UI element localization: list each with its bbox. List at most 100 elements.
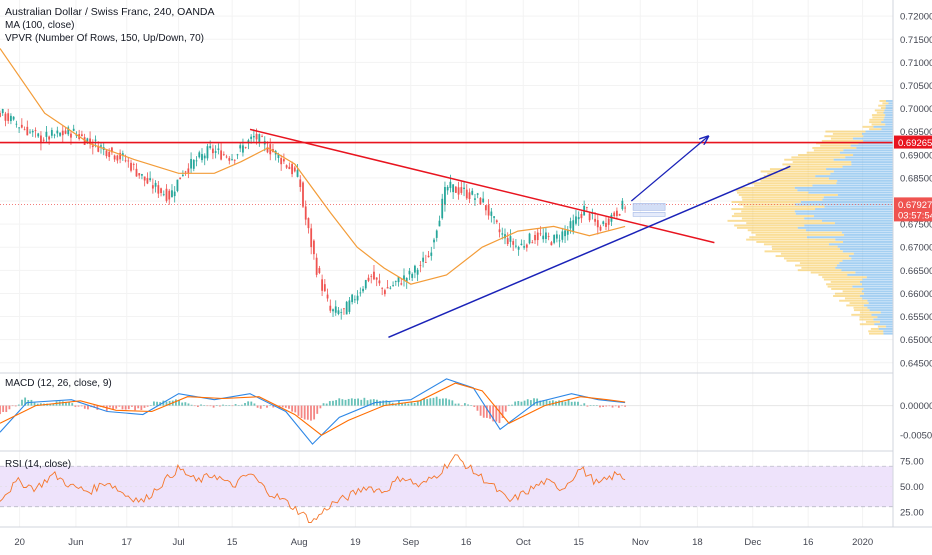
candle-body bbox=[332, 309, 334, 312]
macd-histogram-bar bbox=[561, 401, 564, 406]
volume-bar-up bbox=[841, 231, 893, 234]
volume-bar-up bbox=[871, 313, 893, 316]
candle-body bbox=[403, 275, 405, 280]
ascending-trendline bbox=[388, 165, 791, 339]
volume-bar-up bbox=[830, 172, 893, 175]
macd-histogram-bar bbox=[266, 405, 268, 408]
macd-histogram-bar bbox=[175, 399, 177, 406]
candle-body bbox=[616, 210, 618, 216]
candle-body bbox=[50, 130, 53, 136]
macd-histogram-bar bbox=[5, 405, 8, 413]
macd-histogram-bar bbox=[514, 401, 517, 406]
volume-bar-up bbox=[885, 100, 893, 102]
macd-histogram-bar bbox=[548, 400, 551, 406]
macd-histogram-bar bbox=[492, 405, 495, 422]
volume-bar-up bbox=[884, 116, 893, 119]
candle-body bbox=[138, 173, 141, 176]
candle-body bbox=[293, 167, 296, 172]
candle-body bbox=[72, 128, 75, 131]
volume-bar-up bbox=[847, 273, 893, 276]
candle-body bbox=[493, 216, 495, 218]
candle-body bbox=[618, 214, 621, 216]
macd-histogram bbox=[0, 396, 626, 424]
volume-bar-down bbox=[767, 172, 831, 175]
rsi-tick-label: 25.00 bbox=[900, 507, 924, 518]
candle-body bbox=[506, 238, 509, 245]
macd-histogram-bar bbox=[577, 401, 579, 406]
volume-bar-down bbox=[826, 283, 863, 286]
volume-bar-down bbox=[751, 231, 842, 234]
volume-bar-up bbox=[862, 283, 893, 286]
candle-body bbox=[255, 133, 258, 140]
macd-histogram-bar bbox=[416, 400, 419, 406]
volume-bar-down bbox=[786, 259, 843, 262]
projection-arrow bbox=[630, 136, 708, 202]
time-tick-label: Nov bbox=[632, 537, 649, 548]
macd-histogram-bar bbox=[17, 404, 20, 406]
volume-bar-down bbox=[763, 243, 829, 246]
candle-body bbox=[588, 213, 591, 221]
candle-body bbox=[452, 184, 455, 193]
macd-histogram-bar bbox=[156, 401, 158, 406]
time-tick-label: Sep bbox=[402, 537, 419, 548]
candle-body bbox=[171, 190, 173, 197]
candle-body bbox=[157, 185, 160, 194]
candle-body bbox=[198, 152, 201, 158]
candle-body bbox=[476, 193, 479, 195]
candle-body bbox=[566, 229, 569, 235]
candle-body bbox=[225, 156, 228, 158]
volume-bar-up bbox=[869, 309, 893, 312]
price-tick-label: 0.64500 bbox=[900, 358, 932, 369]
macd-histogram-bar bbox=[328, 401, 331, 406]
volume-bar-up bbox=[863, 135, 893, 138]
macd-histogram-bar bbox=[517, 400, 520, 406]
candle-body bbox=[173, 191, 176, 197]
macd-histogram-bar bbox=[350, 398, 353, 406]
volume-bar-up bbox=[861, 290, 893, 293]
volume-bar-up bbox=[885, 107, 893, 109]
candle-body bbox=[151, 185, 154, 189]
candle-body bbox=[523, 246, 526, 248]
candle-body bbox=[7, 113, 10, 121]
volume-bar-up bbox=[865, 130, 893, 133]
macd-histogram-bar bbox=[542, 400, 545, 406]
candle-body bbox=[605, 223, 607, 227]
volume-bar-up bbox=[833, 170, 893, 173]
volume-bar-down bbox=[877, 325, 887, 328]
volume-bar-down bbox=[869, 118, 884, 121]
volume-bar-down bbox=[764, 250, 843, 253]
macd-histogram-bar bbox=[181, 402, 184, 406]
volume-bar-up bbox=[815, 175, 893, 178]
price-tick-label: 0.70500 bbox=[900, 81, 932, 92]
candle-body bbox=[553, 235, 556, 243]
volume-bar-up bbox=[863, 292, 893, 295]
macd-histogram-bar bbox=[363, 397, 366, 406]
volume-bar-down bbox=[806, 151, 840, 154]
macd-histogram-bar bbox=[52, 403, 55, 406]
macd-histogram-bar bbox=[614, 405, 617, 407]
current-price-text: 0.67927 bbox=[898, 200, 932, 211]
volume-bar-down bbox=[833, 295, 860, 297]
macd-histogram-bar bbox=[240, 404, 243, 406]
macd-histogram-bar bbox=[65, 402, 67, 406]
candle-body bbox=[285, 165, 288, 168]
macd-histogram-bar bbox=[580, 404, 583, 406]
candle-body bbox=[536, 232, 539, 241]
volume-bar-up bbox=[852, 137, 893, 140]
candle-body bbox=[575, 216, 577, 224]
price-tick-label: 0.66500 bbox=[900, 266, 932, 277]
macd-histogram-bar bbox=[332, 400, 334, 406]
macd-histogram-bar bbox=[68, 401, 71, 406]
candle-body bbox=[490, 211, 493, 216]
price-tick-label: 0.71500 bbox=[900, 35, 932, 46]
macd-histogram-bar bbox=[262, 405, 265, 406]
candle-body bbox=[244, 147, 247, 149]
volume-bar-down bbox=[810, 271, 856, 274]
candle-body bbox=[596, 220, 599, 228]
volume-bar-down bbox=[824, 135, 864, 138]
volume-bar-up bbox=[800, 201, 893, 203]
macd-histogram-bar bbox=[621, 405, 623, 407]
volume-bar-up bbox=[828, 177, 893, 180]
